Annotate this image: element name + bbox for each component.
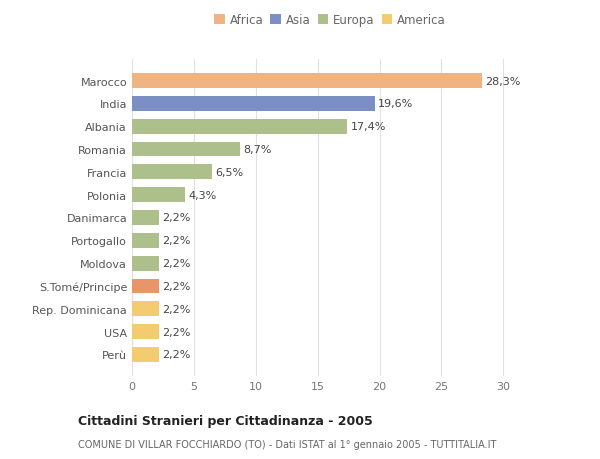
Bar <box>132 165 212 180</box>
Text: COMUNE DI VILLAR FOCCHIARDO (TO) - Dati ISTAT al 1° gennaio 2005 - TUTTITALIA.IT: COMUNE DI VILLAR FOCCHIARDO (TO) - Dati … <box>78 440 496 449</box>
Text: 2,2%: 2,2% <box>163 304 191 314</box>
Bar <box>132 74 482 89</box>
Text: 2,2%: 2,2% <box>163 327 191 337</box>
Bar <box>132 211 159 225</box>
Text: 2,2%: 2,2% <box>163 258 191 269</box>
Bar <box>132 120 347 134</box>
Text: 2,2%: 2,2% <box>163 236 191 246</box>
Legend: Africa, Asia, Europa, America: Africa, Asia, Europa, America <box>212 12 448 29</box>
Bar <box>132 142 239 157</box>
Text: 28,3%: 28,3% <box>485 77 521 86</box>
Text: 19,6%: 19,6% <box>377 99 413 109</box>
Bar <box>132 302 159 316</box>
Bar <box>132 279 159 294</box>
Bar <box>132 256 159 271</box>
Text: 6,5%: 6,5% <box>215 168 244 178</box>
Bar <box>132 347 159 362</box>
Text: 2,2%: 2,2% <box>163 213 191 223</box>
Text: 17,4%: 17,4% <box>350 122 386 132</box>
Bar <box>132 97 374 112</box>
Text: Cittadini Stranieri per Cittadinanza - 2005: Cittadini Stranieri per Cittadinanza - 2… <box>78 414 373 428</box>
Text: 4,3%: 4,3% <box>188 190 217 200</box>
Bar <box>132 325 159 339</box>
Bar <box>132 188 185 203</box>
Text: 8,7%: 8,7% <box>243 145 271 155</box>
Text: 2,2%: 2,2% <box>163 350 191 359</box>
Bar <box>132 233 159 248</box>
Text: 2,2%: 2,2% <box>163 281 191 291</box>
